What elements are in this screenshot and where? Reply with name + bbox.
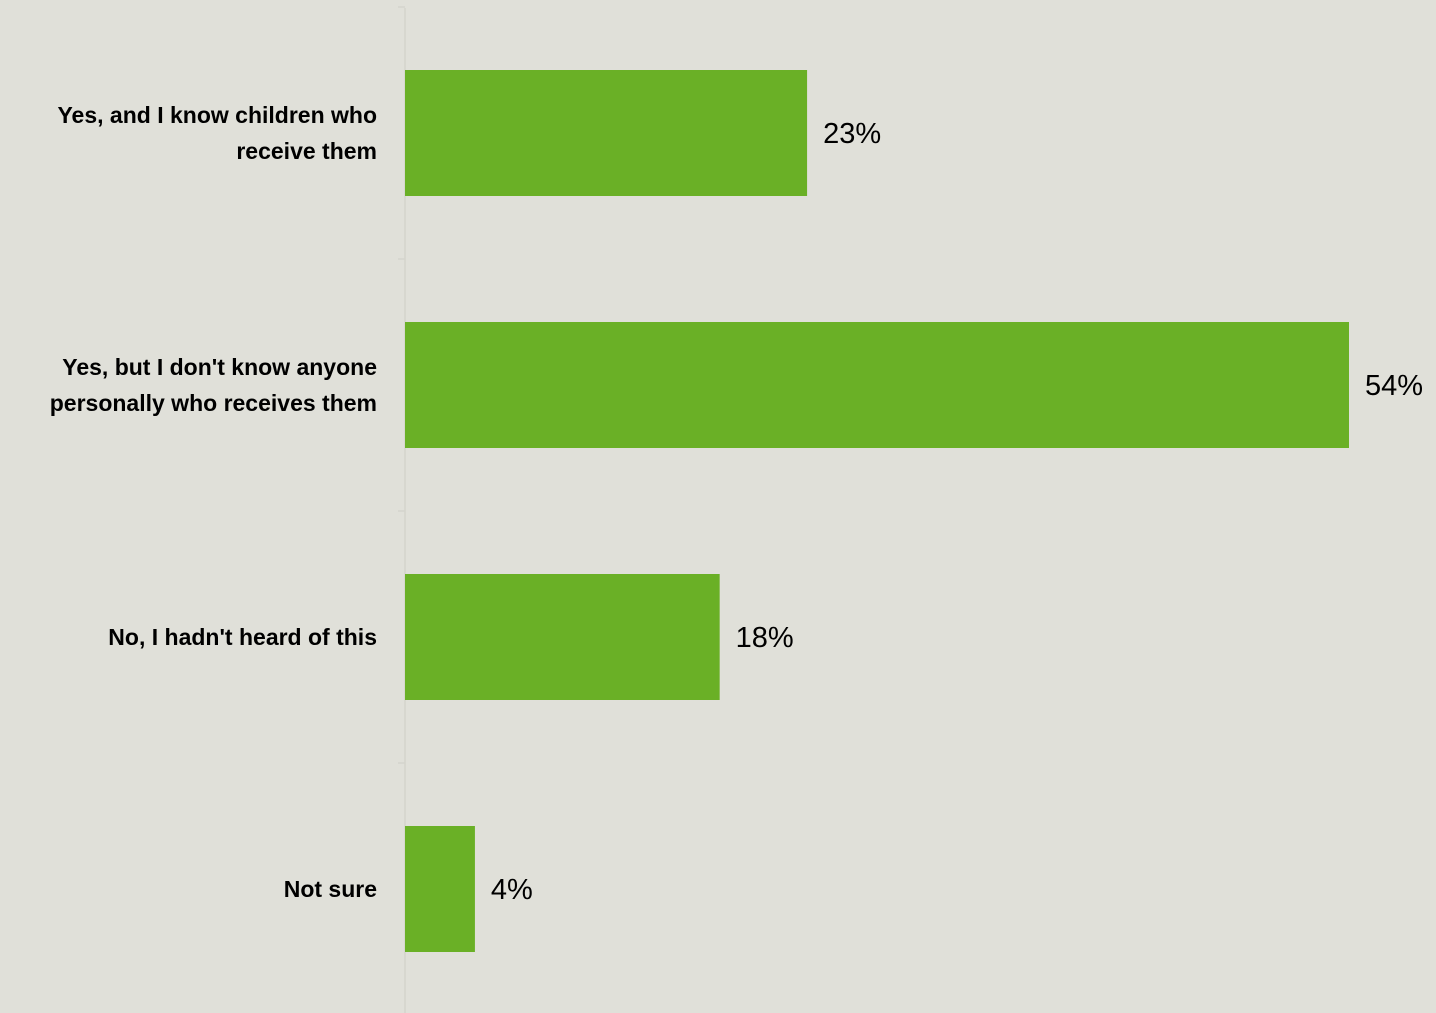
data-label: 54% [1365,370,1423,402]
category-label: Not sure [284,876,377,902]
data-label: 4% [491,874,533,906]
data-label: 23% [823,118,881,150]
data-label: 18% [736,622,794,654]
category-label: No, I hadn't heard of this [108,624,377,650]
value-labels: 23% 54% 18% 4% [491,118,1423,906]
bar [405,826,475,952]
bar [405,322,1349,448]
category-tick-marks [398,6,405,764]
bar [405,574,720,700]
bars [405,70,1349,952]
category-labels: Yes, and I know children who receive them… [50,102,377,902]
category-label: Yes, and I know children who receive them [57,102,377,164]
bar [405,70,808,196]
category-label: Yes, but I don't know anyone personally w… [50,354,377,416]
